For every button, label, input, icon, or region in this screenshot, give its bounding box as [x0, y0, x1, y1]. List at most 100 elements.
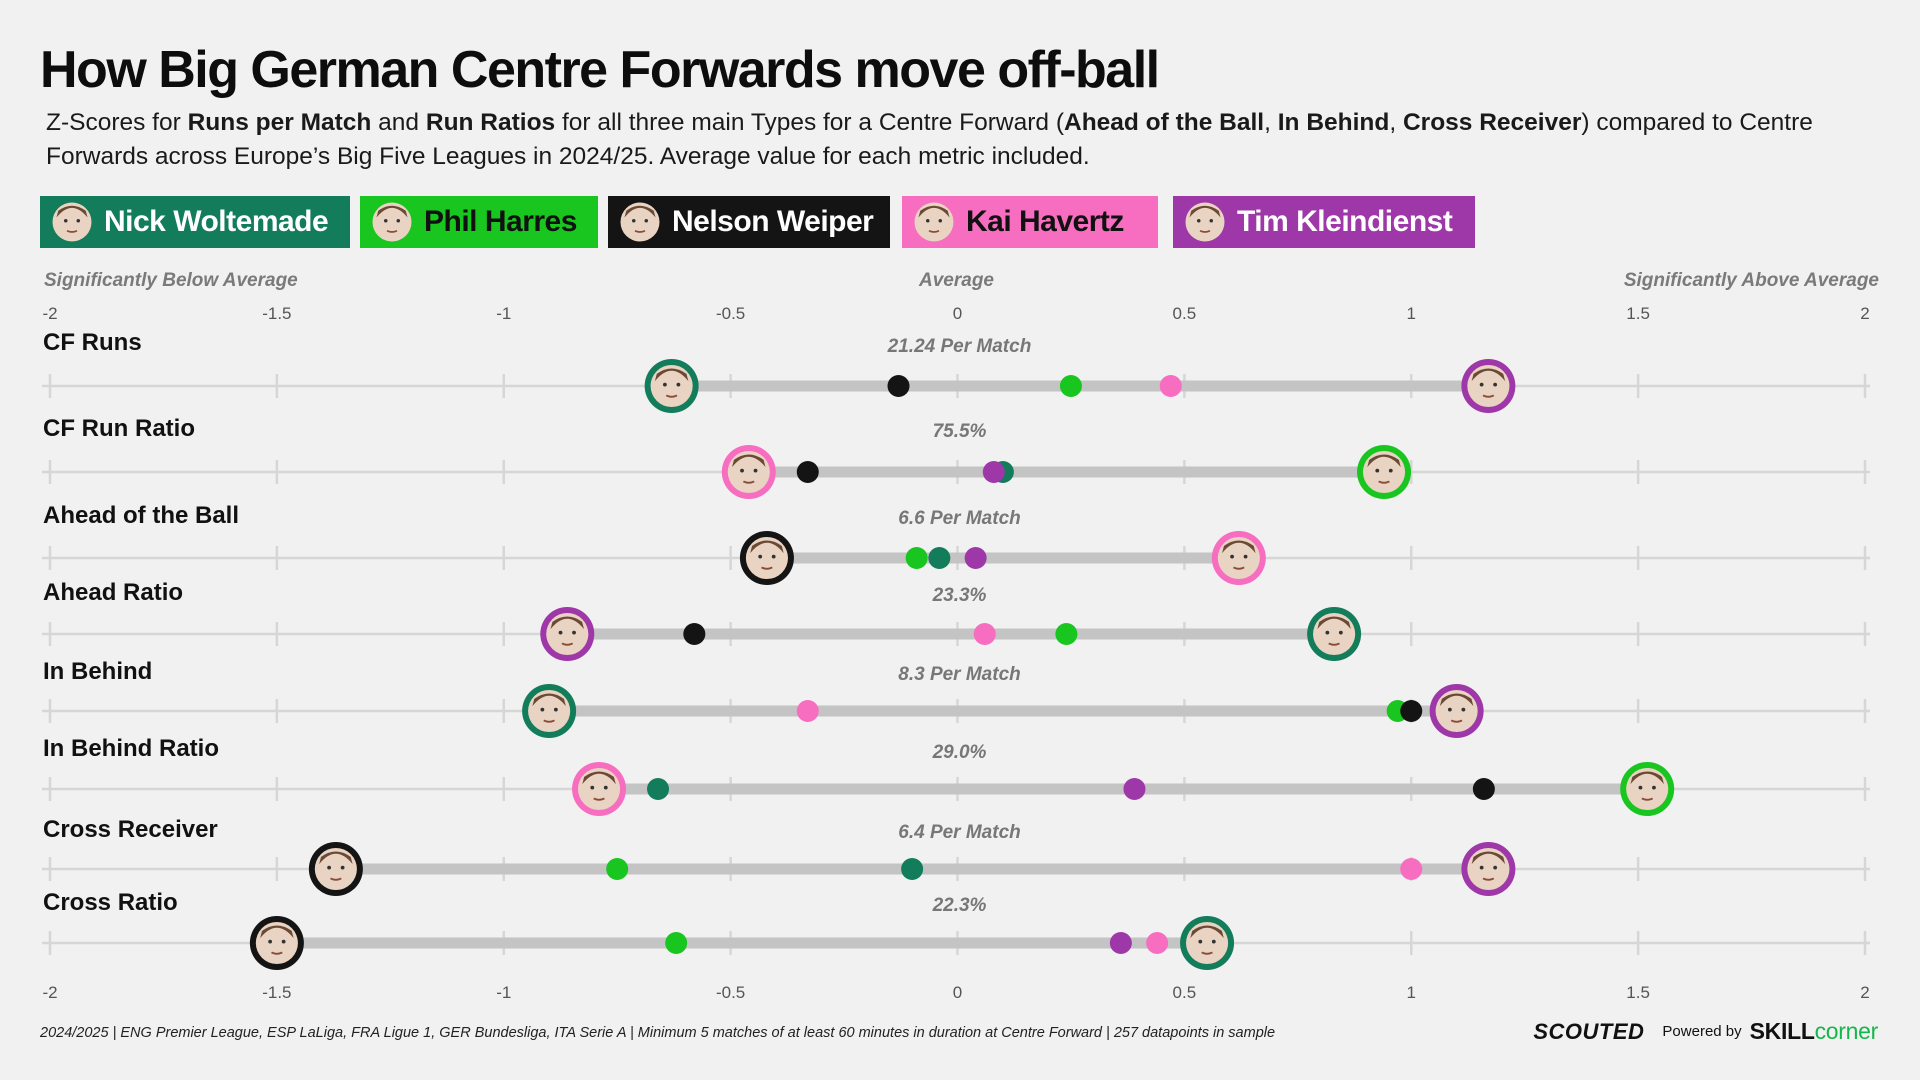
legend-headshot-havertz	[914, 202, 954, 242]
average-value-label: 6.4 Per Match	[898, 822, 1021, 843]
x-tick-label-bottom: 1	[1407, 983, 1416, 1002]
legend-headshot-harres	[372, 202, 412, 242]
x-tick-label-bottom: -2	[42, 983, 57, 1002]
x-tick-label-top: -2	[42, 304, 57, 323]
player-dot-havertz	[1159, 375, 1182, 397]
player-dot-havertz	[1146, 932, 1169, 954]
player-headshot-kleindienst	[540, 607, 595, 661]
player-headshot-havertz	[721, 445, 776, 499]
legend-label: Phil Harres	[424, 205, 577, 238]
player-dot-kleindienst	[1123, 778, 1146, 800]
player-headshot-weiper	[739, 531, 794, 585]
legend-label: Nelson Weiper	[672, 205, 874, 238]
legend-headshot-woltemade	[52, 202, 92, 242]
x-tick-label-bottom: 2	[1860, 983, 1869, 1002]
x-tick-label-top: 1.5	[1626, 304, 1650, 323]
x-tick-label-top: 2	[1860, 304, 1869, 323]
player-headshot-kleindienst	[1461, 359, 1516, 413]
x-tick-label-top: -1	[496, 304, 511, 323]
player-headshot-icon	[614, 196, 666, 248]
player-dot-harres	[606, 858, 629, 880]
player-headshot-harres	[1357, 445, 1412, 499]
metric-label: In Behind Ratio	[43, 735, 219, 762]
player-dot-kleindienst	[982, 461, 1005, 483]
average-value-label: 8.3 Per Match	[898, 664, 1021, 685]
player-headshot-woltemade	[1180, 916, 1235, 970]
chart-title: How Big German Centre Forwards move off-…	[40, 41, 1160, 99]
player-headshot-kleindienst	[1429, 684, 1484, 738]
player-headshot-harres	[1620, 762, 1675, 816]
metric-label: Ahead Ratio	[43, 579, 183, 606]
player-dot-kleindienst	[964, 547, 987, 569]
powered-by-text: Powered by	[1662, 1023, 1742, 1040]
chart-subtitle: Z-Scores for Runs per Match and Run Rati…	[46, 109, 1813, 170]
x-tick-label-bottom: -0.5	[716, 983, 745, 1002]
player-dot-weiper	[683, 623, 706, 645]
player-headshot-weiper	[249, 916, 304, 970]
metric-label: CF Run Ratio	[43, 415, 195, 442]
legend-item-kleindienst: Tim Kleindienst	[1173, 196, 1475, 248]
average-value-label: 29.0%	[932, 742, 987, 763]
band-label-above: Significantly Above Average	[1623, 270, 1879, 291]
metric-label: In Behind	[43, 658, 152, 685]
player-headshot-icon	[1179, 196, 1231, 248]
x-tick-label-bottom: -1	[496, 983, 511, 1002]
metric-label: CF Runs	[43, 329, 142, 356]
player-headshot-icon	[908, 196, 960, 248]
player-dot-weiper	[887, 375, 910, 397]
player-dot-weiper	[1400, 700, 1423, 722]
band-label-average: Average	[919, 270, 994, 291]
metric-label: Cross Receiver	[43, 816, 218, 843]
player-headshot-woltemade	[522, 684, 577, 738]
player-dot-havertz	[796, 700, 819, 722]
x-tick-label-bottom: 0.5	[1173, 983, 1197, 1002]
legend-headshot-weiper	[620, 202, 660, 242]
skillcorner-logo: SKILLcorner	[1749, 1018, 1879, 1044]
legend-item-harres: Phil Harres	[360, 196, 598, 248]
x-tick-label-top: 1	[1407, 304, 1416, 323]
average-value-label: 21.24 Per Match	[887, 336, 1032, 357]
average-value-label: 75.5%	[933, 421, 987, 442]
player-dot-woltemade	[901, 858, 924, 880]
footnote: 2024/2025 | ENG Premier League, ESP LaLi…	[40, 1025, 1276, 1041]
x-tick-label-top: -1.5	[262, 304, 291, 323]
legend-label: Kai Havertz	[966, 205, 1124, 238]
dumbbell-chart: -2 -2 -1.5 -1.5 -1 -1 -0.5 -0.5 0 0 0.5 0.5 1 1 1.5 1.5…	[42, 304, 1870, 1002]
legend-label: Nick Woltemade	[104, 205, 329, 238]
player-headshot-icon	[366, 196, 418, 248]
x-tick-label-bottom: -1.5	[262, 983, 291, 1002]
player-dot-harres	[1055, 623, 1078, 645]
player-headshot-weiper	[308, 842, 363, 896]
average-value-label: 23.3%	[932, 585, 987, 606]
player-headshot-woltemade	[644, 359, 699, 413]
x-tick-label-top: 0.5	[1173, 304, 1197, 323]
legend-headshot-kleindienst	[1185, 202, 1225, 242]
x-tick-label-top: -0.5	[716, 304, 745, 323]
player-headshot-woltemade	[1307, 607, 1362, 661]
player-dot-woltemade	[928, 547, 951, 569]
player-dot-harres	[1059, 375, 1082, 397]
x-tick-label-bottom: 0	[953, 983, 962, 1002]
player-dot-harres	[665, 932, 688, 954]
player-dot-havertz	[1400, 858, 1423, 880]
band-label-below: Significantly Below Average	[44, 270, 298, 291]
player-dot-kleindienst	[1109, 932, 1132, 954]
legend-item-woltemade: Nick Woltemade	[40, 196, 350, 248]
player-headshot-havertz	[572, 762, 627, 816]
player-dot-harres	[905, 547, 928, 569]
player-dot-weiper	[1472, 778, 1495, 800]
player-dot-woltemade	[647, 778, 670, 800]
legend-item-weiper: Nelson Weiper	[608, 196, 890, 248]
player-headshot-kleindienst	[1461, 842, 1516, 896]
metric-label: Cross Ratio	[43, 889, 178, 916]
average-value-label: 6.6 Per Match	[898, 508, 1021, 529]
legend-label: Tim Kleindienst	[1237, 205, 1453, 238]
legend-item-havertz: Kai Havertz	[902, 196, 1158, 248]
metric-label: Ahead of the Ball	[43, 502, 239, 529]
x-tick-label-bottom: 1.5	[1626, 983, 1650, 1002]
player-dot-weiper	[796, 461, 819, 483]
brand-logos: SCOUTED Powered by SKILLcorner	[1533, 1018, 1878, 1045]
player-headshot-havertz	[1211, 531, 1266, 585]
average-value-label: 22.3%	[932, 895, 987, 916]
player-headshot-icon	[46, 196, 98, 248]
